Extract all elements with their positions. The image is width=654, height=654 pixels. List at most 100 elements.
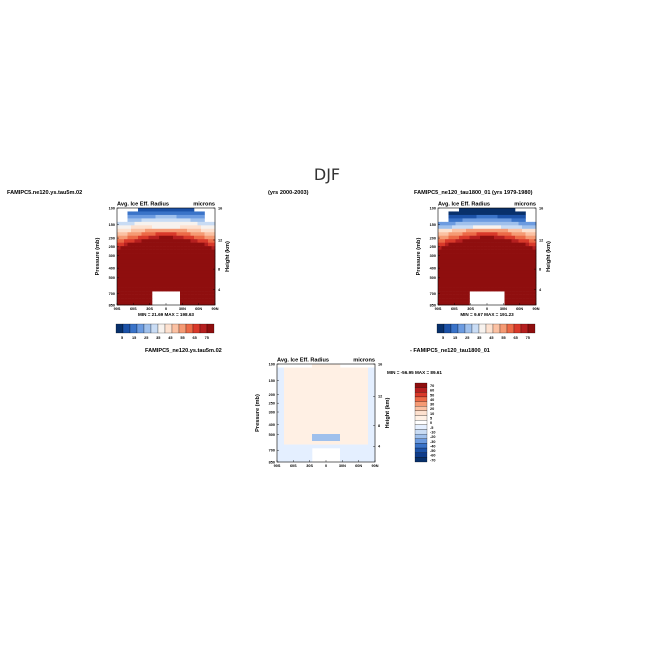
field-cell [501,256,505,261]
field-cell [452,218,456,223]
field-cell [333,385,337,389]
field-cell [134,211,139,216]
field-cell [277,402,281,407]
field-cell [284,420,288,424]
field-cell [347,409,351,414]
field-cell [131,273,135,278]
field-cell [301,458,306,463]
field-cell [445,256,449,261]
field-cell [183,218,188,223]
field-cell [497,228,502,233]
field-cell [497,277,502,282]
field-cell [131,211,135,216]
field-cell [529,246,533,250]
field-cell [371,451,376,456]
field-cell [298,374,302,379]
field-cell [476,211,481,216]
field-cell [368,395,372,400]
field-cell [176,249,181,254]
field-cell [466,249,470,254]
field-cell [284,427,288,431]
field-cell [466,246,470,250]
field-cell [166,249,170,254]
field-cell [148,263,153,268]
field-cell [145,246,149,250]
field-cell [208,273,212,278]
field-cell [525,253,530,257]
field-cell [462,242,467,247]
field-cell [169,214,174,219]
field-cell [319,364,323,368]
field-cell [138,211,142,216]
field-cell [445,287,449,292]
field-cell [277,444,281,449]
field-cell [336,430,341,435]
field-cell [501,221,505,226]
field-cell [284,367,288,372]
field-cell [354,406,358,410]
field-cell [347,406,351,410]
field-cell [501,270,505,275]
colorbar-swatch [414,447,428,453]
field-cell [294,416,299,421]
field-cell [169,284,174,288]
field-cell [466,270,470,275]
field-cell [201,239,205,243]
field-cell [298,406,302,410]
field-cell [208,270,212,275]
field-cell [532,256,537,261]
field-cell [124,249,128,254]
field-cell [490,246,495,250]
field-cell [152,242,156,247]
field-cell [473,228,477,233]
field-cell [301,427,306,431]
field-cell [211,270,216,275]
field-cell [169,277,174,282]
field-cell [204,221,209,226]
field-cell [201,291,205,295]
field-cell [333,420,337,424]
field-cell [131,263,135,268]
field-cell [180,253,184,257]
field-cell [522,273,526,278]
field-cell [117,280,121,285]
field-cell [211,228,216,233]
field-cell [504,228,509,233]
field-cell [211,232,216,237]
field-cell [305,388,309,393]
colorbar-swatch [414,443,428,449]
field-cell [176,287,181,292]
field-cell [298,392,302,396]
field-cell [291,427,295,431]
colorbar-swatch [443,323,452,334]
field-cell [298,385,302,389]
field-cell [194,263,198,268]
field-cell [494,239,498,243]
field-cell [483,225,488,230]
field-cell [368,427,372,431]
field-cell [371,420,376,424]
field-cell [501,218,505,223]
field-cell [329,430,334,435]
field-cell [529,239,533,243]
field-cell [487,239,491,243]
field-cell [504,253,509,257]
field-cell [155,263,160,268]
field-cell [204,256,209,261]
field-cell [166,214,170,219]
field-cell [473,239,477,243]
field-cell [518,253,523,257]
field-cell [148,239,153,243]
field-cell [462,291,467,295]
field-cell [298,458,302,463]
field-cell [333,441,337,445]
field-cell [511,228,516,233]
field-cell [368,455,372,459]
field-cell [194,232,198,237]
field-cell [298,371,302,375]
field-cell [211,294,216,299]
field-cell [305,406,309,410]
colorbar-swatch [492,323,501,334]
figure-title: DJF [314,165,340,184]
colorbar-swatch [185,323,194,334]
